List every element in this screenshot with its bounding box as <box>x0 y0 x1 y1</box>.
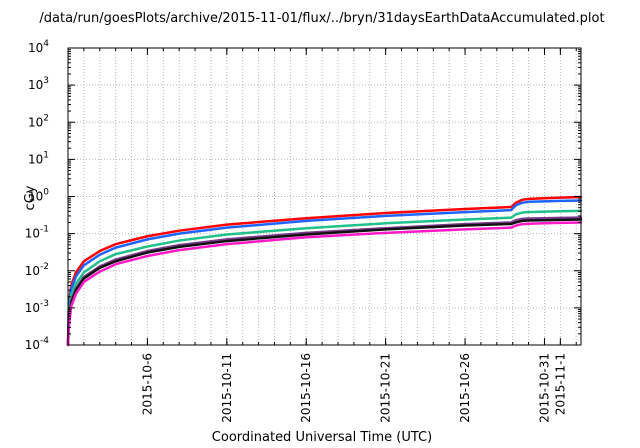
y-tick-label: 10-3 <box>25 299 49 315</box>
y-tick-exponent: 1 <box>43 150 49 160</box>
y-tick-exponent: 4 <box>43 39 49 49</box>
series-line <box>66 221 583 347</box>
y-tick-label: 103 <box>28 76 49 92</box>
x-tick-label: 2015-10-6 <box>140 353 154 415</box>
y-tick-label: 102 <box>28 113 49 129</box>
x-axis-label: Coordinated Universal Time (UTC) <box>212 430 432 445</box>
x-tick-label: 2015-11-1 <box>553 353 567 415</box>
y-tick-label: 10-2 <box>25 262 49 278</box>
x-tick-label: 2015-10-26 <box>458 353 472 423</box>
series-group <box>66 195 583 347</box>
plot-frame <box>67 47 582 346</box>
series-line <box>66 209 583 347</box>
x-tick-label: 2015-10-31 <box>538 353 552 423</box>
y-tick-exponent: 2 <box>43 113 49 123</box>
x-tick-label: 2015-10-11 <box>220 353 234 423</box>
series-line <box>66 218 583 347</box>
y-tick-label: 101 <box>28 150 49 166</box>
y-tick-label: 104 <box>28 39 49 55</box>
series-line <box>66 195 583 347</box>
y-tick-exponent: -2 <box>40 262 49 272</box>
series-line <box>66 199 583 347</box>
y-tick-exponent: -1 <box>40 225 49 235</box>
y-tick-exponent: -4 <box>40 336 49 346</box>
grid <box>68 48 581 345</box>
y-axis-label: cGy <box>23 185 38 210</box>
y-tick-label: 10-4 <box>25 336 50 352</box>
chart-title: /data/run/goesPlots/archive/2015-11-01/f… <box>39 11 604 26</box>
y-tick-exponent: -3 <box>40 299 49 309</box>
y-tick-exponent: 0 <box>43 188 49 198</box>
x-tick-label: 2015-10-16 <box>299 353 313 423</box>
y-tick-label: 10-1 <box>25 225 49 241</box>
x-axis: 2015-10-6 2015-10-11 2015-10-16 2015-10-21 2… <box>83 48 577 423</box>
y-tick-exponent: 3 <box>43 76 49 86</box>
x-tick-label: 2015-10-21 <box>379 353 393 423</box>
